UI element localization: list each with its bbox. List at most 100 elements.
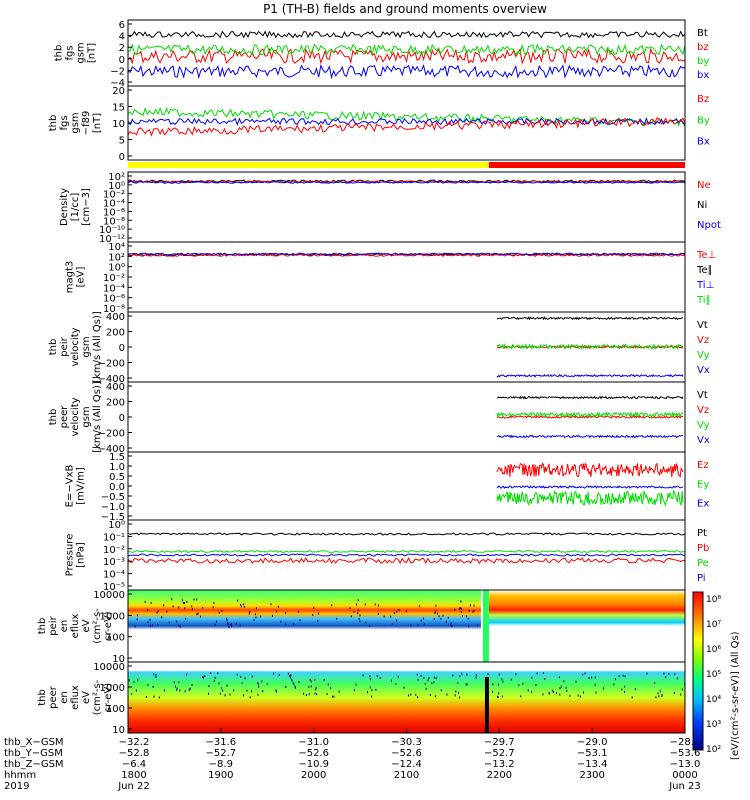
x-row-value: 1800 (121, 770, 146, 781)
x-row-value: −52.6 (391, 748, 422, 759)
spectrogram-speck (579, 695, 581, 698)
series-by (127, 43, 686, 57)
spectrogram-speck (403, 686, 405, 689)
spectrogram-speck (458, 607, 460, 610)
spectrogram-speck (330, 687, 332, 690)
spectrogram-speck (178, 681, 180, 684)
spectrogram-speck (294, 686, 296, 689)
x-row-value: Jun 22 (117, 781, 150, 792)
x-row-value: Jun 23 (668, 781, 701, 792)
y-tick-label: 10² (108, 252, 125, 263)
spectrogram-speck (634, 688, 636, 691)
x-row-value: 1900 (208, 770, 233, 781)
spectrogram-speck (227, 623, 229, 626)
spectrogram-speck (454, 608, 456, 611)
spectrogram-speck (369, 675, 371, 678)
spectrogram-speck (155, 674, 157, 677)
spectrogram-speck (349, 607, 351, 610)
spectrogram-speck (440, 689, 442, 692)
series-Pe (127, 553, 686, 557)
spectrogram-speck (624, 675, 626, 678)
spectrogram-speck (285, 685, 287, 688)
spectrogram-speck (150, 602, 152, 605)
spectrogram-speck (551, 689, 553, 692)
spectrogram-speck (429, 693, 431, 696)
legend-Vz: Vz (697, 405, 709, 416)
spectrogram-speck (297, 610, 299, 613)
spectrogram-speck (273, 672, 275, 675)
spectrogram-speck (303, 692, 305, 695)
x-row-value: −52.7 (484, 748, 515, 759)
x-row-value: 2000 (301, 770, 326, 781)
spectrogram-speck (147, 609, 149, 612)
spectrogram-speck (622, 674, 624, 677)
spectrogram-speck (657, 692, 659, 695)
spectrogram-speck (224, 694, 226, 697)
spectrogram-speck (416, 673, 418, 676)
spectrogram-speck (427, 679, 429, 682)
x-row-value: 2200 (487, 770, 512, 781)
legend-Vt: Vt (697, 390, 708, 401)
spectrogram-speck (582, 673, 584, 676)
spectrogram-speck (214, 676, 216, 679)
y-tick-label: 10⁻² (103, 273, 125, 284)
y-tick-label: 1.0 (109, 462, 125, 473)
x-row-value: −29.0 (577, 737, 608, 748)
spectrogram-speck (450, 622, 452, 625)
spectrogram-speck (498, 692, 500, 695)
spectrogram-speck (157, 623, 159, 626)
spectrogram-speck (548, 692, 550, 695)
y-tick-label: 15 (112, 103, 125, 114)
spectrogram-speck (446, 693, 448, 696)
spectrogram-speck (371, 689, 373, 692)
spectrogram-speck (237, 599, 239, 602)
spectrogram-speck (249, 696, 251, 699)
spectrogram-speck (221, 610, 223, 613)
spectrogram-speck (452, 674, 454, 677)
series-Vx (496, 434, 684, 439)
spectrogram-speck (308, 685, 310, 688)
legend-Bx: Bx (697, 137, 710, 148)
spectrogram-spike (482, 590, 489, 662)
spectrogram-speck (277, 605, 279, 608)
spectrogram-speck (275, 689, 277, 692)
spectrogram-speck (289, 674, 291, 677)
spectrogram-speck (357, 599, 359, 602)
spectrogram-speck (535, 683, 537, 686)
series-Vt (496, 316, 684, 321)
x-row-value: −12.4 (391, 759, 422, 770)
spectrogram-speck (171, 598, 173, 601)
spectrogram-speck (222, 689, 224, 692)
legend-Pi: Pi (697, 573, 706, 584)
spectrogram-speck (469, 604, 471, 607)
spectrogram-speck (458, 696, 460, 699)
spectrogram-speck (433, 681, 435, 684)
spectrogram-speck (425, 687, 427, 690)
spectrogram-speck (145, 695, 147, 698)
y-tick-label: 10⁻¹ (103, 532, 125, 543)
spectrogram-speck (433, 618, 435, 621)
spectrogram-speck (362, 674, 364, 677)
spectrogram-speck (229, 623, 231, 626)
y-tick-label: −0.5 (101, 492, 125, 503)
spectrogram-speck (558, 676, 560, 679)
spectrogram-gap (484, 677, 489, 733)
spectrogram-speck (475, 676, 477, 679)
y-tick-label: 400 (106, 312, 125, 323)
series-Pt (127, 532, 686, 536)
y-tick-label: 10⁻² (103, 545, 125, 556)
x-row-label: hhmm (4, 770, 36, 781)
spectrogram-speck (417, 623, 419, 626)
spectrogram-speck (233, 689, 235, 692)
spectrogram-speck (191, 684, 193, 687)
y-tick-label: 1000 (100, 611, 125, 622)
spectrogram-speck (357, 612, 359, 615)
spectrogram-speck (477, 624, 479, 627)
spectrogram-speck (174, 685, 176, 688)
spectrogram-speck (536, 672, 538, 675)
spectrogram-speck (336, 617, 338, 620)
y-tick-label: 10 (112, 725, 125, 736)
spectrogram-speck (188, 688, 190, 691)
spectrogram-peir-left (128, 590, 481, 662)
